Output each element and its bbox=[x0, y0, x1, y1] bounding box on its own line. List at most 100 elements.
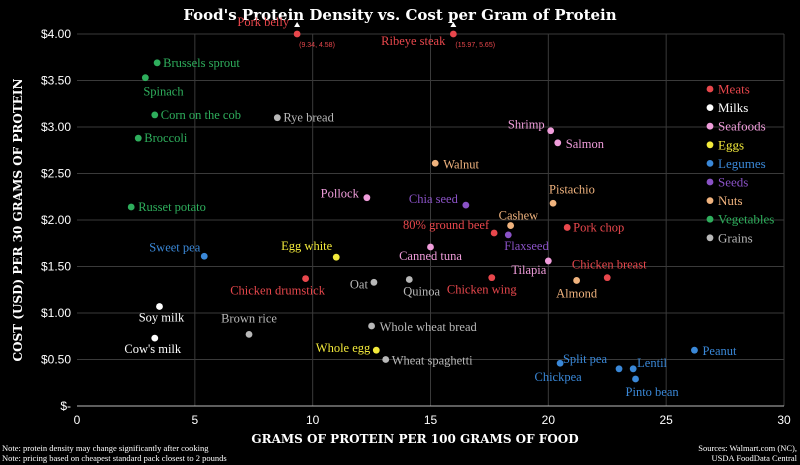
x-tick-label: 0 bbox=[74, 413, 81, 427]
point-whole-egg bbox=[372, 346, 380, 354]
point-soy-milk bbox=[156, 303, 163, 310]
label-chicken-wing: Chicken wing bbox=[447, 283, 518, 297]
off-scale-arrow bbox=[450, 22, 457, 27]
label-chickpea: Chickpea bbox=[535, 370, 583, 384]
legend-marker-vegetables bbox=[706, 215, 714, 223]
label-ribeye-steak: Ribeye steak bbox=[381, 34, 446, 48]
point-pistachio bbox=[549, 199, 557, 207]
point-tilapia bbox=[544, 257, 552, 265]
legend-marker-meats bbox=[706, 85, 714, 93]
label-peanut: Peanut bbox=[702, 344, 737, 358]
point-labels: Pork belly (9.34, 4.58) Ribeye steak (15.97… bbox=[124, 15, 737, 399]
x-tick-label: 10 bbox=[306, 413, 320, 427]
label-cow-s-milk: Cow's milk bbox=[124, 342, 182, 356]
point-80-ground-beef bbox=[490, 229, 498, 237]
label-walnut: Walnut bbox=[443, 157, 479, 171]
y-tick-label: $0.50 bbox=[41, 353, 71, 367]
point-shrimp bbox=[547, 127, 555, 135]
axes: $- $0.50 $1.00 $1.50 $2.00 $2.50 $3.00 $3.50 $4.… bbox=[41, 27, 791, 427]
label-soy-milk: Soy milk bbox=[139, 310, 185, 324]
legend-label-legumes: Legumes bbox=[718, 156, 766, 171]
label-pinto-bean: Pinto bean bbox=[626, 385, 680, 399]
y-tick-label: $- bbox=[60, 399, 71, 413]
x-tick-label: 15 bbox=[424, 413, 438, 427]
point-pork-chop bbox=[563, 224, 571, 231]
legend-label-meats: Meats bbox=[718, 82, 750, 97]
x-tick-label: 20 bbox=[542, 413, 556, 427]
legend-label-eggs: Eggs bbox=[718, 137, 744, 152]
note-cooking: Note: protein density may change signifi… bbox=[2, 443, 209, 453]
label-whole-egg: Whole egg bbox=[316, 341, 371, 355]
label-shrimp: Shrimp bbox=[508, 118, 545, 132]
label-whole-wheat-bread: Whole wheat bread bbox=[380, 320, 478, 334]
legend: Meats Milks Seafoods Eggs Legumes Seeds Nuts Ve… bbox=[706, 82, 774, 245]
y-tick-label: $1.00 bbox=[41, 306, 71, 320]
label-pistachio: Pistachio bbox=[549, 182, 595, 196]
point-salmon bbox=[554, 139, 562, 147]
legend-marker-seafoods bbox=[706, 122, 714, 130]
label-rye-bread: Rye bread bbox=[283, 111, 334, 125]
label-egg-white: Egg white bbox=[281, 239, 332, 253]
point-brown-rice bbox=[245, 330, 253, 338]
point-lentil bbox=[629, 365, 637, 373]
legend-marker-grains bbox=[706, 234, 714, 242]
label-oat: Oat bbox=[350, 277, 369, 291]
legend-label-nuts: Nuts bbox=[718, 193, 743, 208]
point-chicken-wing bbox=[488, 274, 496, 282]
label-almond: Almond bbox=[556, 286, 598, 300]
point-chia-seed bbox=[462, 201, 470, 209]
point-wheat-spaghetti bbox=[382, 356, 390, 363]
label-broccoli: Broccoli bbox=[144, 131, 188, 145]
label-pork-chop: Pork chop bbox=[573, 220, 624, 234]
y-axis-title: COST (USD) PER 30 GRAMS OF PROTEIN bbox=[11, 78, 25, 361]
source-line-2: USDA FoodData Central bbox=[712, 453, 798, 463]
point-pinto-bean bbox=[632, 375, 639, 383]
label-80-ground-beef: 80% ground beef bbox=[403, 218, 490, 232]
y-tick-label: $2.00 bbox=[41, 213, 71, 227]
label-brussels-sprout: Brussels sprout bbox=[163, 56, 240, 70]
point-pork-belly bbox=[293, 30, 301, 38]
legend-marker-nuts bbox=[706, 197, 714, 205]
point-chicken-drumstick bbox=[302, 275, 309, 282]
point-egg-white bbox=[332, 253, 340, 261]
point-brussels-sprout bbox=[153, 59, 161, 67]
y-tick-label: $2.50 bbox=[41, 167, 71, 181]
point-split-pea bbox=[615, 365, 623, 373]
point-oat bbox=[370, 278, 378, 286]
label-lentil: Lentil bbox=[637, 356, 667, 370]
label-canned-tuna: Canned tuna bbox=[399, 249, 462, 263]
label-pollock: Pollock bbox=[321, 187, 360, 201]
y-tick-label: $3.50 bbox=[41, 74, 71, 88]
label-cashew: Cashew bbox=[499, 209, 539, 223]
point-chickpea bbox=[556, 359, 564, 367]
point-pollock bbox=[363, 194, 371, 202]
label-salmon: Salmon bbox=[566, 137, 605, 151]
y-tick-label: $4.00 bbox=[41, 27, 71, 41]
chart-title: Food's Protein Density vs. Cost per Gram… bbox=[183, 6, 616, 24]
label-chia-seed: Chia seed bbox=[409, 192, 459, 206]
label-russet-potato: Russet potato bbox=[138, 200, 206, 214]
label-chicken-breast: Chicken breast bbox=[572, 258, 647, 272]
point-cow-s-milk bbox=[151, 334, 159, 342]
point-cashew bbox=[507, 222, 515, 229]
legend-label-grains: Grains bbox=[718, 230, 753, 245]
label-wheat-spaghetti: Wheat spaghetti bbox=[392, 354, 473, 368]
point-walnut bbox=[431, 159, 439, 167]
point-chicken-breast bbox=[603, 274, 611, 282]
x-axis-title: GRAMS OF PROTEIN PER 100 GRAMS OF FOOD bbox=[251, 432, 578, 446]
legend-marker-milks bbox=[706, 104, 714, 111]
point-peanut bbox=[691, 346, 698, 354]
label-brown-rice: Brown rice bbox=[221, 311, 277, 325]
point-sweet-pea bbox=[200, 252, 208, 260]
point-ribeye-steak bbox=[449, 30, 457, 38]
gridlines bbox=[77, 33, 785, 406]
label-corn-on-the-cob: Corn on the cob bbox=[161, 108, 241, 122]
legend-label-milks: Milks bbox=[718, 100, 748, 115]
legend-label-seeds: Seeds bbox=[718, 175, 748, 190]
label-pork-belly: Pork belly bbox=[237, 15, 289, 29]
label-tilapia: Tilapia bbox=[511, 263, 546, 277]
label-flaxseed: Flaxseed bbox=[504, 239, 549, 253]
point-flaxseed bbox=[504, 231, 512, 239]
